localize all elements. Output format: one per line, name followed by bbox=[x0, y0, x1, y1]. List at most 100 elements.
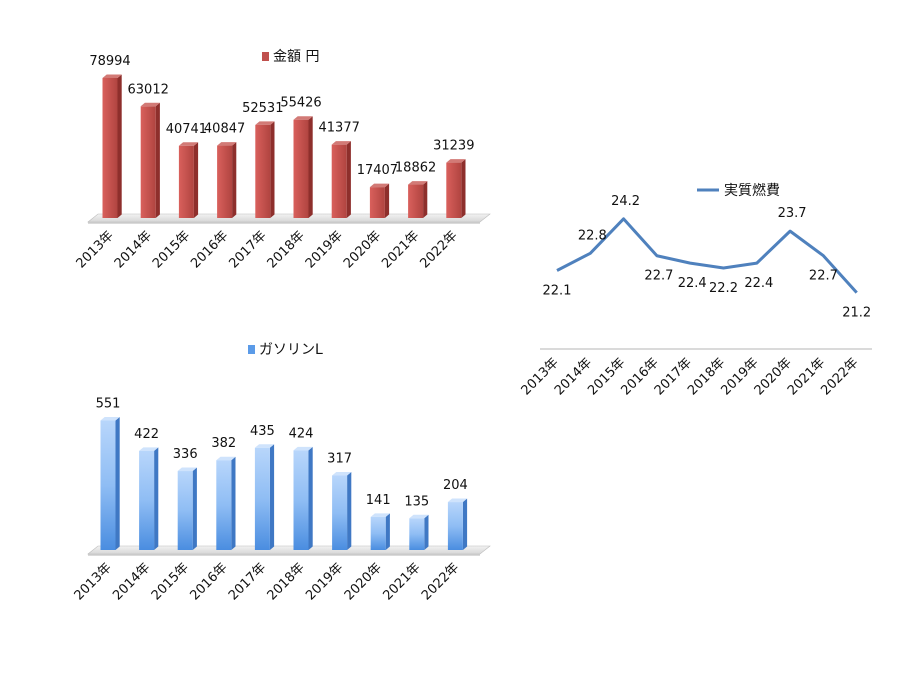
bar-top bbox=[408, 181, 428, 185]
bar-top bbox=[216, 456, 236, 461]
bar-side bbox=[461, 159, 466, 218]
legend-swatch bbox=[248, 345, 255, 354]
bar-top bbox=[293, 446, 313, 451]
bar bbox=[102, 77, 118, 218]
bar-top bbox=[369, 183, 390, 188]
bar-top bbox=[177, 467, 197, 472]
bar bbox=[369, 187, 385, 218]
bar-top bbox=[293, 116, 313, 120]
bar-top bbox=[255, 121, 275, 125]
bar-side bbox=[424, 514, 429, 550]
legend-label: 金額 円 bbox=[273, 49, 319, 65]
bar bbox=[255, 124, 271, 218]
data-label: 551 bbox=[96, 397, 121, 412]
fuel-economy-line-chart: 22.122.824.222.7 22.4 22.2 22.423.722.721.2… bbox=[519, 182, 872, 398]
bar-top bbox=[332, 472, 352, 476]
data-label: 21.2 bbox=[842, 306, 871, 321]
bar bbox=[293, 450, 309, 550]
x-tick-label: 2019年 bbox=[303, 228, 346, 271]
data-label: 55426 bbox=[280, 96, 321, 111]
gasoline-bar-chart: 551 2013年 422 2014年 336 2015年 382 2016年 435 2017年… bbox=[72, 342, 491, 603]
x-tick-label: 2020年 bbox=[341, 228, 384, 271]
series-line bbox=[556, 217, 858, 294]
data-label: 78994 bbox=[89, 54, 130, 69]
data-label: 52531 bbox=[242, 101, 283, 116]
legend-swatch bbox=[262, 52, 269, 61]
bar-top bbox=[447, 498, 468, 503]
bar-side bbox=[193, 142, 199, 218]
bar bbox=[446, 162, 462, 218]
data-label: 17407 bbox=[357, 163, 398, 178]
data-label: 40741 bbox=[166, 122, 207, 137]
bar-top bbox=[370, 513, 390, 517]
bar bbox=[178, 145, 194, 218]
bar-side bbox=[117, 74, 122, 218]
bar-side bbox=[270, 121, 275, 218]
bar bbox=[139, 450, 155, 550]
data-label: 22.4 bbox=[678, 276, 707, 291]
x-tick-label: 2022年 bbox=[419, 560, 462, 603]
data-label: 135 bbox=[404, 494, 429, 509]
bar bbox=[216, 460, 232, 550]
bar bbox=[140, 106, 156, 218]
data-label: 141 bbox=[366, 493, 391, 508]
x-tick-label: 2016年 bbox=[187, 560, 230, 603]
bar bbox=[332, 475, 348, 550]
bar-top bbox=[331, 141, 351, 145]
bar-side bbox=[154, 447, 159, 550]
bar-side bbox=[308, 446, 313, 550]
bar bbox=[370, 516, 386, 550]
x-tick-label: 2013年 bbox=[72, 560, 115, 603]
data-label: 41377 bbox=[319, 121, 360, 136]
data-label: 22.1 bbox=[543, 283, 572, 298]
data-label: 422 bbox=[134, 427, 159, 442]
x-tick-label: 2020年 bbox=[342, 560, 385, 603]
bar-top bbox=[139, 447, 159, 451]
legend-label: 実質燃費 bbox=[724, 182, 780, 199]
bar bbox=[217, 145, 233, 218]
x-tick-label: 2014年 bbox=[110, 560, 153, 603]
bar-top bbox=[254, 444, 275, 448]
bar-side bbox=[155, 102, 160, 218]
bar bbox=[331, 144, 347, 218]
data-label: 24.2 bbox=[611, 194, 640, 209]
bar-side bbox=[347, 472, 352, 550]
data-label: 23.7 bbox=[778, 206, 807, 221]
data-label: 317 bbox=[327, 452, 352, 467]
data-label: 22.7 bbox=[809, 269, 838, 284]
x-tick-label: 2015年 bbox=[150, 228, 193, 271]
bar-top bbox=[178, 142, 199, 146]
data-label: 336 bbox=[173, 447, 198, 462]
x-tick-label: 2018年 bbox=[265, 228, 308, 271]
data-label: 18862 bbox=[395, 161, 436, 176]
bar-top bbox=[102, 74, 122, 78]
money-bar-chart: 78994 2013年 63012 2014年 40741 2015年 40847 2016年… bbox=[74, 49, 491, 271]
bar-side bbox=[346, 141, 351, 218]
data-label: 22.4 bbox=[744, 276, 773, 291]
x-tick-label: 2016年 bbox=[188, 228, 231, 271]
x-tick-label: 2014年 bbox=[112, 228, 155, 271]
bar-side bbox=[231, 456, 236, 550]
bar bbox=[409, 518, 425, 550]
bar-side bbox=[308, 116, 313, 218]
x-tick-label: 2013年 bbox=[74, 228, 117, 271]
bar bbox=[177, 471, 193, 550]
bar-side bbox=[192, 467, 197, 550]
bar-side bbox=[232, 142, 237, 218]
data-label: 22.8 bbox=[578, 228, 607, 243]
data-label: 31239 bbox=[433, 139, 474, 154]
bar bbox=[408, 184, 424, 218]
data-label: 22.7 bbox=[644, 269, 673, 284]
data-label: 435 bbox=[250, 424, 275, 439]
bar-side bbox=[269, 444, 275, 550]
bar-top bbox=[217, 142, 237, 146]
x-tick-label: 2022年 bbox=[417, 228, 460, 271]
x-tick-label: 2015年 bbox=[149, 560, 192, 603]
bar bbox=[293, 119, 309, 218]
bar-top bbox=[446, 159, 466, 163]
bar-side bbox=[385, 513, 390, 550]
x-tick-label: 2021年 bbox=[380, 560, 423, 603]
x-tick-label: 2019年 bbox=[303, 560, 346, 603]
bar bbox=[254, 447, 270, 550]
